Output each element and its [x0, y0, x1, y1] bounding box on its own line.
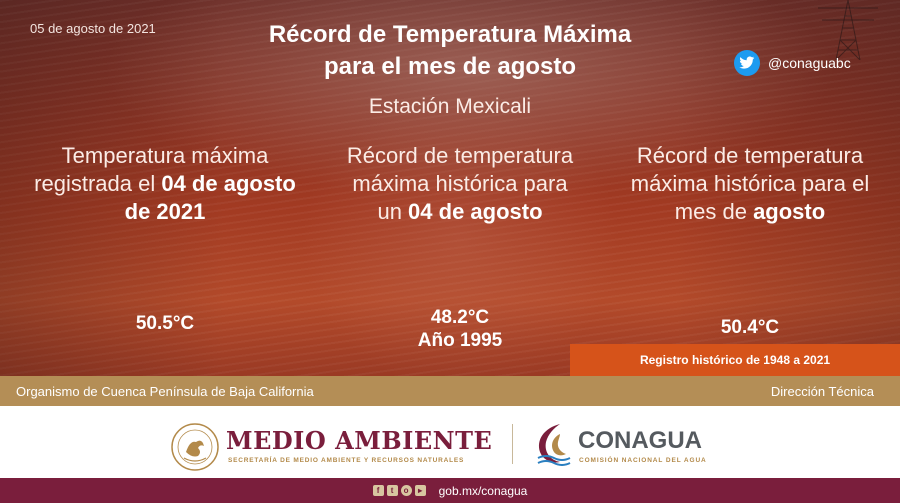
title-line-1: Récord de Temperatura Máxima: [268, 21, 632, 48]
medio-ambiente-title: MEDIO AMBIENTE: [226, 426, 493, 455]
conagua-logo-icon: [537, 424, 571, 466]
conagua-title: CONAGUA: [578, 427, 702, 454]
info-strip: Organismo de Cuenca Península de Baja Ca…: [0, 376, 900, 406]
social-icons: f t o ▸: [372, 485, 429, 496]
day-record-value: 48.2°C Año 1995: [350, 306, 570, 352]
column-2-text: Récord de temperatura máxima histórica p…: [346, 143, 574, 224]
basin-organization: Organismo de Cuenca Península de Baja Ca…: [16, 383, 314, 399]
title-line-2: para el mes de agosto: [323, 53, 577, 80]
publication-date: 05 de agosto de 2021: [30, 21, 156, 36]
column-day-record: Récord de temperatura máxima histórica p…: [340, 142, 580, 226]
youtube-icon[interactable]: ▸: [414, 485, 426, 496]
twitter-handle: @conaguabc: [768, 55, 851, 71]
conagua-subtitle: COMISIÓN NACIONAL DEL AGUA: [579, 457, 707, 464]
instagram-icon[interactable]: o: [400, 485, 412, 496]
column-1-bold: 04 de agosto de 2021: [124, 171, 296, 224]
facebook-icon[interactable]: f: [372, 485, 384, 496]
medio-ambiente-subtitle: SECRETARÍA DE MEDIO AMBIENTE Y RECURSOS …: [228, 457, 465, 464]
footer-logos: MEDIO AMBIENTE SECRETARÍA DE MEDIO AMBIE…: [0, 406, 900, 478]
technical-direction: Dirección Técnica: [770, 383, 874, 399]
column-2-bold: 04 de agosto: [408, 199, 543, 224]
column-3-bold: agosto: [753, 199, 826, 224]
station-name: Estación Mexicali: [368, 95, 532, 118]
day-record-year: Año 1995: [417, 330, 503, 351]
day-record-temp: 48.2°C: [430, 307, 490, 328]
record-range-note: Registro histórico de 1948 a 2021: [570, 344, 900, 376]
registered-temp-value: 50.5°C: [135, 313, 195, 334]
twitter-link[interactable]: @conaguabc: [734, 50, 851, 76]
website-link[interactable]: gob.mx/conagua: [438, 483, 528, 498]
column-month-record: Récord de temperatura máxima histórica p…: [620, 142, 880, 226]
month-record-value: 50.4°C: [720, 317, 780, 338]
bottom-bar: f t o ▸ gob.mx/conagua: [0, 478, 900, 503]
coat-of-arms-icon: [171, 423, 219, 471]
column-registered-temp: Temperatura máxima registrada el 04 de a…: [30, 142, 300, 226]
column-3-text: Récord de temperatura máxima histórica p…: [630, 143, 870, 224]
twitter-icon[interactable]: t: [386, 485, 398, 496]
column-1-text: Temperatura máxima registrada el: [34, 143, 269, 196]
logo-divider: [512, 424, 513, 464]
twitter-icon: [734, 50, 760, 76]
